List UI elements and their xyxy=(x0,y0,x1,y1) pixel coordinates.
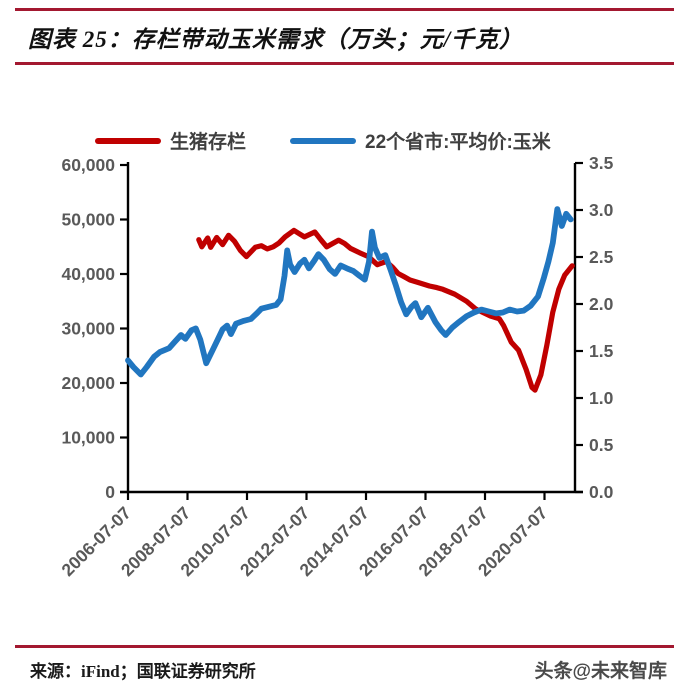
figure-title: 图表 25：存栏带动玉米需求（万头；元/千克） xyxy=(28,27,524,52)
svg-text:3.5: 3.5 xyxy=(589,153,614,173)
corn-series-label: 22个省市:平均价:玉米 xyxy=(365,132,551,153)
svg-text:0.0: 0.0 xyxy=(589,482,614,502)
footer-rule xyxy=(15,645,674,648)
svg-text:30,000: 30,000 xyxy=(61,319,115,339)
svg-text:40,000: 40,000 xyxy=(61,264,115,284)
svg-text:0.5: 0.5 xyxy=(589,435,614,455)
svg-text:0: 0 xyxy=(105,482,115,502)
pig-series-label: 生猪存栏 xyxy=(170,132,247,153)
dual-axis-line-chart: 0 10,000 20,000 30,000 40,000 50,000 60,000 0.0… xyxy=(57,153,614,580)
legend-item-corn-price: 22个省市:平均价:玉米 xyxy=(290,127,551,154)
svg-text:1.0: 1.0 xyxy=(589,388,614,408)
corn-series-swatch xyxy=(290,137,357,144)
svg-text:1.5: 1.5 xyxy=(589,341,614,361)
svg-text:2.5: 2.5 xyxy=(589,247,614,267)
source-note: 来源：iFind；国联证券研究所 xyxy=(30,662,256,681)
footer: 来源：iFind；国联证券研究所 头条@未来智库 xyxy=(30,656,667,683)
svg-text:3.0: 3.0 xyxy=(589,200,614,220)
pig-series-swatch xyxy=(95,137,161,144)
svg-text:10,000: 10,000 xyxy=(61,428,115,448)
chart-legend: 生猪存栏 22个省市:平均价:玉米 xyxy=(95,127,551,154)
svg-text:2.0: 2.0 xyxy=(589,294,614,314)
title-rule-bottom xyxy=(15,62,674,65)
legend-item-pig-inventory: 生猪存栏 xyxy=(95,127,246,154)
svg-text:60,000: 60,000 xyxy=(61,155,115,175)
watermark: 头条@未来智库 xyxy=(534,661,667,682)
svg-text:50,000: 50,000 xyxy=(61,210,115,230)
svg-text:20,000: 20,000 xyxy=(61,373,115,393)
title-rule-top xyxy=(15,8,674,11)
